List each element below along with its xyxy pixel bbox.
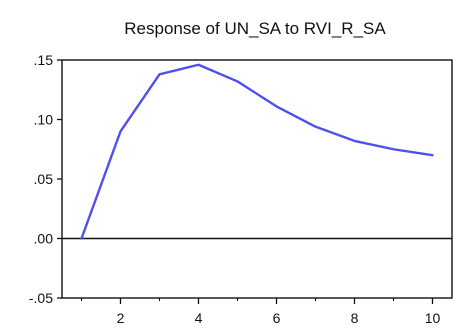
x-tick-label-4: 10: [425, 310, 441, 326]
x-axis-tick-labels: 2 4 6 8 10: [117, 310, 441, 326]
plot-frame: [61, 59, 453, 299]
y-tick-label-2: .05: [34, 171, 54, 187]
x-axis-ticks: [80, 298, 434, 304]
y-axis-tick-labels: -.05 .00 .05 .10 .15: [29, 52, 53, 306]
y-tick-label-1: .00: [34, 231, 54, 247]
chart-title: Response of UN_SA to RVI_R_SA: [124, 19, 386, 38]
response-series-line: [80, 63, 434, 240]
y-tick-label-0: -.05: [29, 290, 53, 306]
y-tick-label-4: .15: [34, 52, 54, 68]
x-tick-label-1: 4: [195, 310, 203, 326]
y-axis-ticks: [57, 59, 62, 299]
x-tick-label-2: 6: [273, 310, 281, 326]
x-tick-label-3: 8: [351, 310, 359, 326]
y-tick-label-3: .10: [34, 112, 54, 128]
x-tick-label-0: 2: [117, 310, 125, 326]
